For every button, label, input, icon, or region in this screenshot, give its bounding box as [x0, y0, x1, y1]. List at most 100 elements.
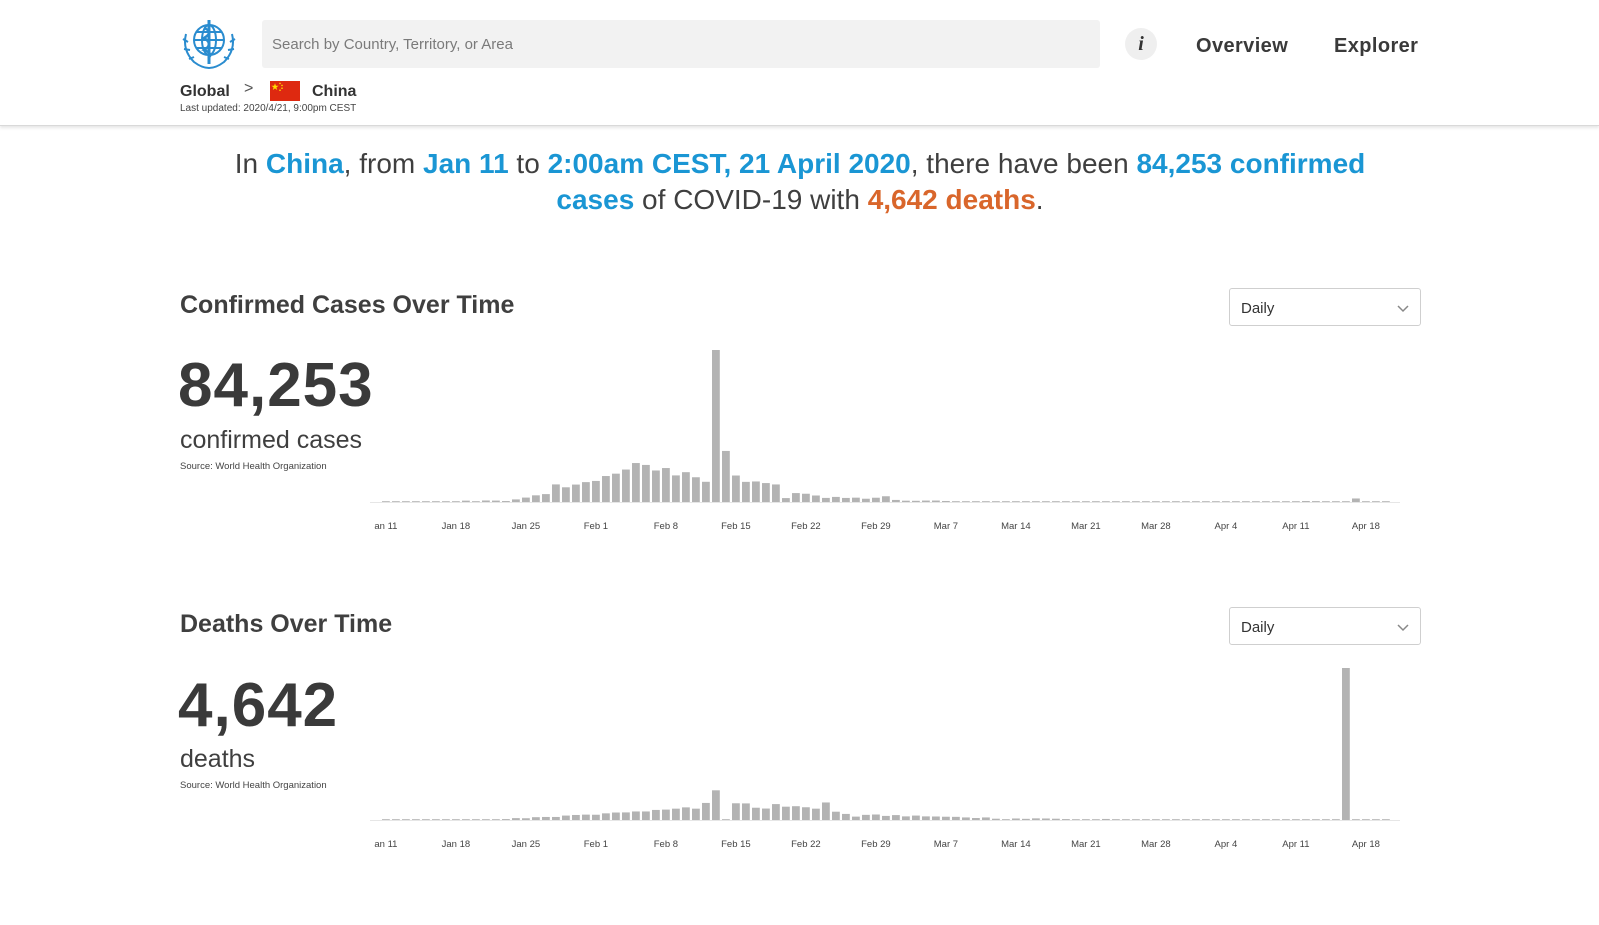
- chart-bar[interactable]: [1092, 501, 1100, 502]
- chart-bar[interactable]: [592, 814, 600, 820]
- chart-bar[interactable]: [692, 808, 700, 820]
- chart-bar[interactable]: [1242, 501, 1250, 502]
- chart-bar[interactable]: [1372, 819, 1380, 820]
- chart-bar[interactable]: [1172, 501, 1180, 502]
- chart-bar[interactable]: [842, 813, 850, 820]
- chart-bar[interactable]: [962, 817, 970, 820]
- chart-bar[interactable]: [652, 809, 660, 820]
- chart-bar[interactable]: [972, 818, 980, 820]
- chart-bar[interactable]: [562, 487, 570, 502]
- chart-bar[interactable]: [1102, 501, 1110, 502]
- chart-bar[interactable]: [552, 816, 560, 820]
- chart-bar[interactable]: [1192, 501, 1200, 502]
- chart-bar[interactable]: [742, 803, 750, 820]
- chart-bar[interactable]: [832, 811, 840, 820]
- chart-bar[interactable]: [492, 819, 500, 820]
- chart-bar[interactable]: [1112, 501, 1120, 502]
- chart-bar[interactable]: [852, 497, 860, 502]
- chart-bar[interactable]: [632, 811, 640, 820]
- chart-bar[interactable]: [872, 814, 880, 821]
- chart-bar[interactable]: [462, 819, 470, 820]
- chart-bar[interactable]: [762, 808, 770, 820]
- chart-bar[interactable]: [802, 493, 810, 502]
- chart-bar[interactable]: [1372, 501, 1380, 502]
- chart-bar[interactable]: [522, 497, 530, 502]
- chart-bar[interactable]: [652, 470, 660, 502]
- chart-bar[interactable]: [1312, 819, 1320, 820]
- chart-bar[interactable]: [442, 501, 450, 502]
- chart-bar[interactable]: [1272, 501, 1280, 502]
- chart-bar[interactable]: [482, 500, 490, 502]
- chart-bar[interactable]: [542, 494, 550, 502]
- chart-bar[interactable]: [1282, 819, 1290, 820]
- chart-bar[interactable]: [882, 496, 890, 502]
- chart-bar[interactable]: [902, 816, 910, 820]
- chart-bar[interactable]: [812, 495, 820, 503]
- chart-bar[interactable]: [1042, 501, 1050, 502]
- chart-bar[interactable]: [792, 806, 800, 820]
- chart-bar[interactable]: [1252, 819, 1260, 820]
- chart-bar[interactable]: [922, 816, 930, 820]
- breadcrumb-global[interactable]: Global: [180, 83, 230, 100]
- chart-bar[interactable]: [502, 819, 510, 820]
- chart-bar[interactable]: [942, 500, 950, 502]
- chart-bar[interactable]: [612, 812, 620, 820]
- chart-bar[interactable]: [1362, 501, 1370, 502]
- chart-bar[interactable]: [1232, 501, 1240, 502]
- chart-bar[interactable]: [1082, 501, 1090, 502]
- nav-explorer[interactable]: Explorer: [1334, 35, 1419, 57]
- chart-bar[interactable]: [1182, 501, 1190, 502]
- chart-bar[interactable]: [602, 813, 610, 820]
- chart-bar[interactable]: [1302, 501, 1310, 502]
- chart-bar[interactable]: [1032, 818, 1040, 820]
- chart-bar[interactable]: [1312, 501, 1320, 502]
- chart-bar[interactable]: [1022, 818, 1030, 820]
- chart-bar[interactable]: [1042, 818, 1050, 820]
- chart-bar[interactable]: [1242, 819, 1250, 820]
- chart-bar[interactable]: [912, 500, 920, 502]
- chart-bar[interactable]: [1222, 819, 1230, 820]
- chart-bar[interactable]: [562, 815, 570, 820]
- chart-bar[interactable]: [762, 483, 770, 502]
- chart-bar[interactable]: [1122, 501, 1130, 502]
- chart-bar[interactable]: [782, 498, 790, 502]
- chart-bar[interactable]: [672, 475, 680, 502]
- chart-bar[interactable]: [512, 499, 520, 502]
- chart-bar[interactable]: [772, 484, 780, 502]
- chart-bar[interactable]: [1352, 498, 1360, 502]
- chart-bar[interactable]: [922, 500, 930, 502]
- chart-bar[interactable]: [412, 819, 420, 820]
- chart-bar[interactable]: [662, 468, 670, 502]
- confirmed-frequency-select[interactable]: Daily: [1229, 288, 1421, 326]
- chart-bar[interactable]: [642, 811, 650, 820]
- chart-bar[interactable]: [542, 816, 550, 820]
- chart-bar[interactable]: [402, 501, 410, 502]
- chart-bar[interactable]: [842, 497, 850, 502]
- chart-bar[interactable]: [1212, 501, 1220, 502]
- chart-bar[interactable]: [1382, 819, 1390, 820]
- chart-bar[interactable]: [992, 818, 1000, 820]
- chart-bar[interactable]: [1012, 501, 1020, 502]
- chart-bar[interactable]: [412, 501, 420, 502]
- who-emblem-icon[interactable]: [178, 16, 240, 72]
- chart-bar[interactable]: [482, 819, 490, 820]
- chart-bar[interactable]: [662, 809, 670, 820]
- chart-bar[interactable]: [912, 815, 920, 820]
- chart-bar[interactable]: [962, 501, 970, 502]
- deaths-frequency-select[interactable]: Daily: [1229, 607, 1421, 645]
- chart-bar[interactable]: [492, 500, 500, 502]
- chart-bar[interactable]: [1152, 819, 1160, 820]
- chart-bar[interactable]: [552, 484, 560, 502]
- chart-bar[interactable]: [882, 815, 890, 820]
- chart-bar[interactable]: [832, 496, 840, 502]
- chart-bar[interactable]: [672, 808, 680, 820]
- chart-bar[interactable]: [622, 469, 630, 502]
- chart-bar[interactable]: [682, 472, 690, 502]
- chart-bar[interactable]: [1332, 819, 1340, 820]
- chart-bar[interactable]: [382, 501, 390, 502]
- chart-bar[interactable]: [1132, 819, 1140, 820]
- chart-bar[interactable]: [952, 501, 960, 502]
- chart-bar[interactable]: [1272, 819, 1280, 820]
- chart-bar[interactable]: [772, 804, 780, 820]
- chart-bar[interactable]: [472, 501, 480, 502]
